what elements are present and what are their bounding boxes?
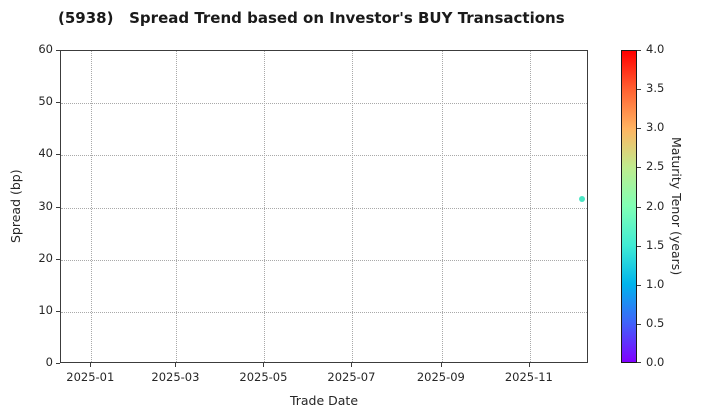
colorbar-tick-mark <box>637 245 641 247</box>
x-tick-label: 2025-05 <box>239 370 288 384</box>
colorbar-axis-label: Maturity Tenor (years) <box>669 137 684 276</box>
colorbar-tick-mark <box>637 167 641 169</box>
y-tick-mark <box>56 50 60 51</box>
y-gridline <box>61 103 587 105</box>
colorbar-tick-label: 2.5 <box>646 159 665 174</box>
colorbar-tick-mark <box>637 284 641 286</box>
x-tick-mark <box>440 363 442 367</box>
y-tick-mark <box>56 206 60 208</box>
x-tick-label: 2025-07 <box>327 370 376 384</box>
y-gridline <box>61 207 587 209</box>
y-tick-label: 40 <box>38 146 53 161</box>
colorbar-tick-label: 2.0 <box>646 198 665 213</box>
y-tick-mark <box>56 154 60 156</box>
y-tick-label: 60 <box>38 42 53 56</box>
x-gridline <box>441 51 443 362</box>
x-gridline <box>352 51 354 362</box>
colorbar-tick-label: 1.0 <box>646 276 665 291</box>
y-tick-label: 50 <box>38 94 53 109</box>
x-tick-mark <box>528 363 530 367</box>
x-tick-mark <box>175 363 177 367</box>
y-gridline <box>61 259 587 261</box>
x-tick-label: 2025-11 <box>504 370 553 384</box>
colorbar-tick-label: 0.5 <box>646 315 665 330</box>
x-tick-mark <box>351 363 353 367</box>
x-gridline <box>176 51 178 362</box>
x-axis-label: Trade Date <box>289 393 359 408</box>
colorbar-tick-label: 4.0 <box>646 42 665 56</box>
y-gridline <box>61 155 587 157</box>
y-tick-mark <box>56 363 60 364</box>
colorbar-tick-label: 3.0 <box>646 120 665 135</box>
x-tick-label: 2025-01 <box>66 370 115 384</box>
x-tick-mark <box>90 363 92 367</box>
x-gridline <box>529 51 531 362</box>
colorbar-tick-mark <box>637 128 641 130</box>
colorbar-tick-label: 0.0 <box>646 355 665 369</box>
y-tick-label: 10 <box>38 302 53 317</box>
colorbar-tick-mark <box>637 50 641 51</box>
y-tick-label: 0 <box>45 355 53 369</box>
colorbar-tick-label: 1.5 <box>646 237 665 252</box>
x-tick-mark <box>263 363 265 367</box>
y-tick-mark <box>56 258 60 260</box>
x-tick-label: 2025-09 <box>416 370 465 384</box>
colorbar-tick-label: 3.5 <box>646 81 665 96</box>
y-tick-label: 20 <box>38 250 53 265</box>
scatter-point <box>579 195 586 202</box>
chart-title: (5938) Spread Trend based on Investor's … <box>58 9 565 27</box>
x-gridline <box>91 51 93 362</box>
colorbar-tick-mark <box>637 323 641 325</box>
colorbar-gradient <box>621 50 637 363</box>
colorbar-tick-mark <box>637 89 641 91</box>
y-gridline <box>61 311 587 313</box>
x-gridline <box>264 51 266 362</box>
y-tick-label: 30 <box>38 198 53 213</box>
colorbar-tick-mark <box>637 362 641 363</box>
y-tick-mark <box>56 310 60 312</box>
y-tick-mark <box>56 102 60 104</box>
x-tick-label: 2025-03 <box>151 370 200 384</box>
colorbar-tick-mark <box>637 206 641 208</box>
plot-area <box>60 50 588 363</box>
